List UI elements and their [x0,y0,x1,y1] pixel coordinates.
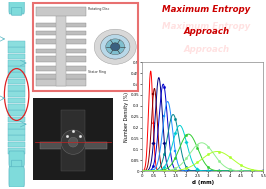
Bar [8,41,25,47]
Bar [8,123,25,129]
Bar [8,79,25,84]
Bar [8,53,25,59]
Bar [36,49,86,53]
Text: Approach: Approach [183,45,229,54]
Bar [56,9,66,86]
Text: Maximum Entropy: Maximum Entropy [162,5,250,14]
Bar [8,66,25,72]
Bar [36,74,86,79]
Text: Stator Ring: Stator Ring [88,70,106,74]
Y-axis label: Number Density (%): Number Density (%) [124,92,129,142]
Circle shape [106,39,125,55]
FancyBboxPatch shape [9,0,24,14]
Bar [8,72,25,78]
FancyBboxPatch shape [9,167,24,187]
Bar [36,79,86,86]
Circle shape [101,34,130,59]
Bar [8,136,25,141]
FancyBboxPatch shape [11,160,22,170]
Bar [8,85,25,91]
Bar [8,91,25,97]
Bar [61,110,85,171]
Circle shape [110,43,120,51]
Bar [36,31,86,35]
Bar [8,47,25,53]
FancyBboxPatch shape [9,151,24,167]
Bar [40,142,107,149]
Text: Maximum Entropy: Maximum Entropy [162,22,250,31]
Bar [8,110,25,116]
Bar [36,57,86,62]
Bar [36,23,86,27]
Bar [8,104,25,110]
Text: Approach: Approach [183,27,229,36]
Bar [8,117,25,122]
Bar [8,142,25,147]
Bar [36,39,86,44]
Bar [8,60,25,66]
X-axis label: d (mm): d (mm) [192,180,214,185]
FancyBboxPatch shape [11,7,22,15]
Circle shape [94,29,136,64]
Bar [8,129,25,135]
Bar [36,66,86,70]
Bar [36,7,86,16]
Bar [8,148,25,154]
Circle shape [68,137,78,147]
Text: Rotating Disc: Rotating Disc [88,7,109,11]
Bar [8,98,25,103]
Circle shape [61,130,85,154]
